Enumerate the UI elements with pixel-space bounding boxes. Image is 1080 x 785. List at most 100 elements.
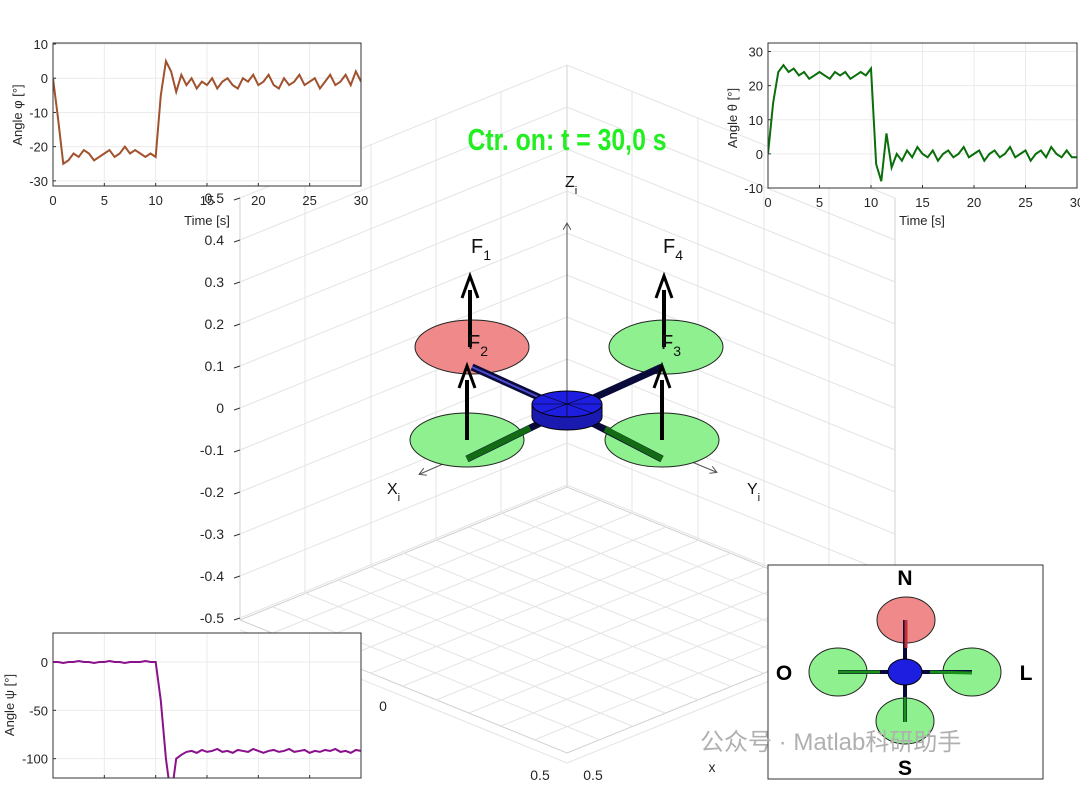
axes-frame — [52, 42, 362, 187]
axis-label: Zi — [565, 174, 577, 197]
force-label-sub: 4 — [675, 247, 683, 263]
z-tick — [233, 239, 241, 243]
z-tick-label: -0.2 — [200, 484, 224, 500]
x-tick-label: 10 — [148, 193, 162, 208]
x-tick-label: 15 — [200, 193, 214, 208]
line-chart: 0 5 10 15 20 25 30 -30 -20 -10 0 10 Time [s] Angle φ … — [10, 37, 368, 228]
y-tick-label: -20 — [29, 140, 48, 155]
z-grid-line — [239, 190, 896, 325]
force-label-base: F — [663, 236, 675, 258]
y-tick-label: -10 — [29, 105, 48, 120]
z-tick — [233, 197, 241, 201]
axis-label-sub: i — [758, 492, 761, 504]
compass-hub — [887, 658, 923, 686]
z-tick — [233, 533, 241, 537]
compass-arm-tips — [838, 670, 973, 722]
z-tick-label: -0.1 — [200, 442, 224, 458]
z-tick-label: 0.4 — [205, 232, 225, 248]
compass-south: S — [898, 757, 912, 780]
y-tick-label: -50 — [29, 703, 48, 718]
axis-label-sub: i — [575, 185, 578, 197]
force-label-base: F — [468, 332, 480, 354]
z-tick — [233, 449, 241, 453]
axis-label-base: Y — [747, 481, 758, 498]
y-tick-label: 10 — [749, 113, 763, 128]
axis-label: Xi — [387, 481, 400, 504]
z-tick-label: -0.3 — [200, 526, 224, 542]
y-axis-label: Angle ψ [°] — [2, 674, 17, 736]
x-tick-label: 25 — [302, 193, 316, 208]
x-tick-label: 25 — [1018, 195, 1032, 210]
z-grid-line — [239, 106, 896, 241]
watermark: 公众号 · Matlab科研助手 — [700, 729, 961, 756]
floor-tick-label: 0.5 — [583, 767, 603, 783]
data-line — [53, 57, 361, 166]
x-tick-label: 0 — [764, 195, 771, 210]
y-tick-label: -100 — [22, 752, 48, 767]
quadrotor — [409, 271, 724, 468]
x-tick-label: 0 — [49, 193, 56, 208]
axis-label-base: X — [387, 481, 398, 498]
z-tick — [233, 575, 241, 579]
x-axis-label: Time [s] — [184, 213, 230, 228]
force-label: F1 — [471, 236, 491, 263]
line-chart: -100 -50 0 Angle ψ [°] — [2, 632, 362, 779]
y-axis-label: Angle φ [°] — [10, 84, 25, 145]
z-grid-line — [239, 148, 896, 283]
force-label-sub: 2 — [480, 343, 488, 359]
y-tick-label: -10 — [744, 181, 763, 196]
force-label: F2 — [468, 332, 488, 359]
x-tick-label: 30 — [1070, 195, 1080, 210]
x-tick-label: 20 — [967, 195, 981, 210]
axis-label-base: Z — [565, 174, 575, 191]
compass-panel: N O L S — [767, 564, 1044, 780]
floor-tick-label: 0.5 — [530, 767, 550, 783]
z-tick — [233, 365, 241, 369]
x-tick-label: 20 — [251, 193, 265, 208]
z-tick — [233, 491, 241, 495]
data-line — [53, 660, 361, 778]
z-tick-label: 0.3 — [205, 274, 225, 290]
z-tick — [233, 617, 241, 621]
y-tick-label: 0 — [756, 147, 763, 162]
compass-east: L — [1020, 662, 1033, 685]
floor-tick-label: 0 — [379, 698, 387, 714]
y-tick-label: 10 — [34, 37, 48, 52]
z-grid-line — [239, 442, 896, 577]
hub-spokes — [532, 391, 602, 417]
z-tick-label: 0.2 — [205, 316, 225, 332]
force-label: F3 — [661, 332, 681, 359]
data-line — [768, 63, 1077, 182]
scene-title: Ctr. on: t = 30,0 s — [467, 122, 666, 156]
z-tick-label: 0 — [216, 400, 224, 416]
y-tick-label: 30 — [749, 45, 763, 60]
z-tick — [233, 323, 241, 327]
x-axis-label: Time [s] — [899, 213, 945, 228]
y-tick-label: 20 — [749, 79, 763, 94]
x-tick-label: 5 — [816, 195, 823, 210]
z-tick-label: 0.1 — [205, 358, 225, 374]
force-label: F4 — [663, 236, 683, 263]
compass-north: N — [897, 567, 912, 590]
z-tick — [233, 407, 241, 411]
compass-west: O — [776, 662, 792, 685]
z-tick-label: -0.5 — [200, 610, 224, 626]
y-axis-label: Angle θ [°] — [725, 88, 740, 148]
force-label-base: F — [661, 332, 673, 354]
x-tick-label: 30 — [354, 193, 368, 208]
x-tick-label: 10 — [864, 195, 878, 210]
axes-frame — [767, 42, 1078, 189]
force-label-sub: 1 — [483, 247, 491, 263]
floor-tick-label: x — [709, 759, 716, 775]
force-arrows — [457, 271, 674, 440]
arm-tip — [465, 425, 532, 462]
z-tick-label: 0.5 — [205, 190, 225, 206]
axes-frame — [52, 632, 362, 779]
y-tick-label: 0 — [41, 71, 48, 86]
force-label-base: F — [471, 236, 483, 258]
z-tick — [233, 281, 241, 285]
y-tick-label: -30 — [29, 174, 48, 189]
x-tick-label: 5 — [101, 193, 108, 208]
